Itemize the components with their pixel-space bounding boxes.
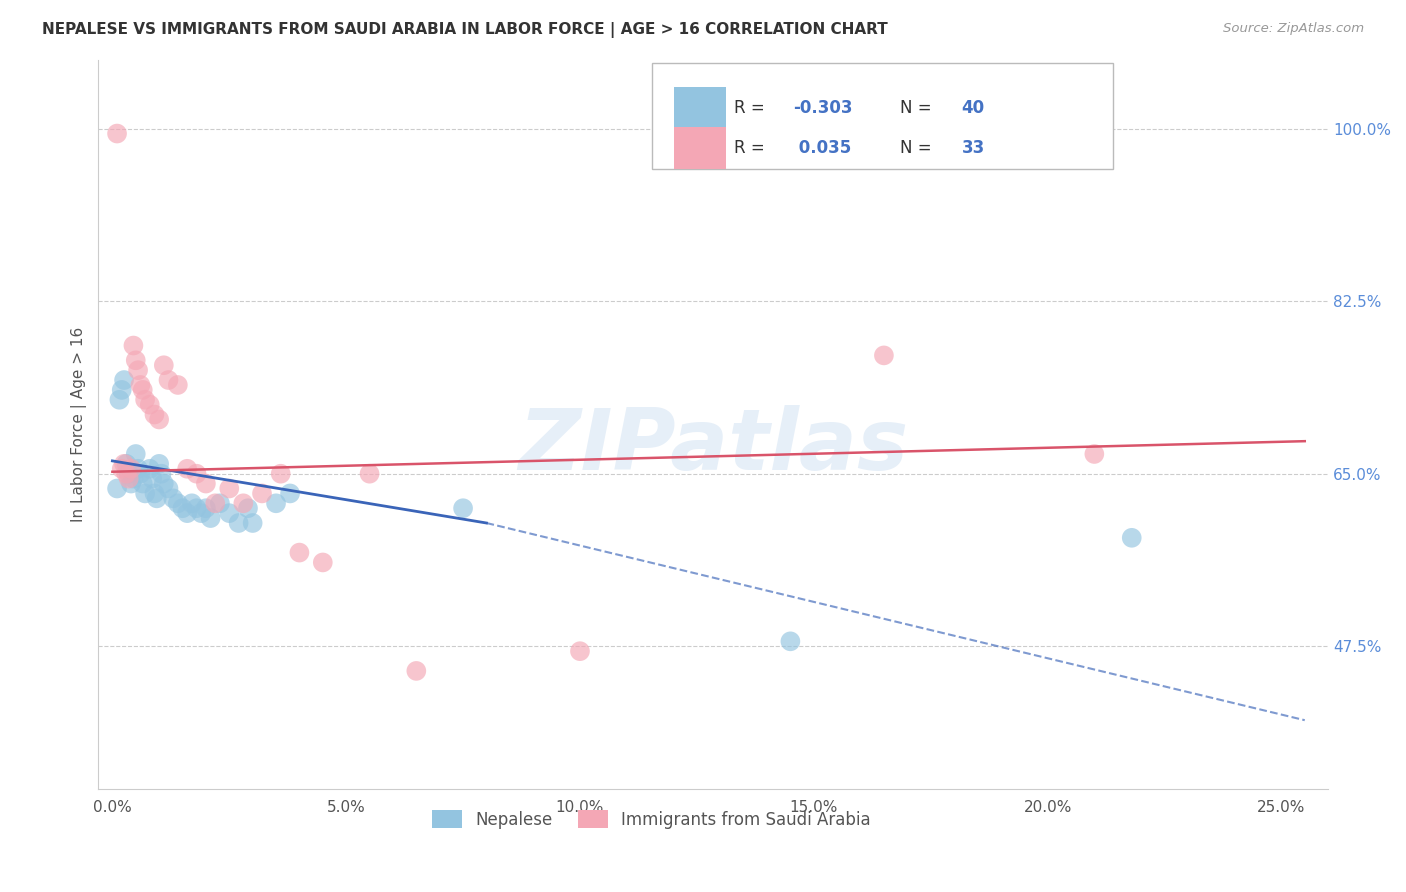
Point <box>359 467 381 481</box>
Point <box>125 447 148 461</box>
Point <box>190 506 212 520</box>
Point <box>194 501 217 516</box>
Point <box>148 457 170 471</box>
Point <box>129 467 152 481</box>
Point <box>111 383 134 397</box>
Point <box>132 476 155 491</box>
Point <box>120 462 142 476</box>
Point <box>111 462 134 476</box>
Point <box>200 511 222 525</box>
Point <box>172 501 194 516</box>
Point <box>250 486 273 500</box>
Text: R =: R = <box>734 99 770 117</box>
Text: Source: ZipAtlas.com: Source: ZipAtlas.com <box>1223 22 1364 36</box>
Legend: Nepalese, Immigrants from Saudi Arabia: Nepalese, Immigrants from Saudi Arabia <box>426 804 877 836</box>
Point <box>1083 447 1105 461</box>
Text: N =: N = <box>900 99 936 117</box>
Point <box>112 373 135 387</box>
Point <box>218 506 240 520</box>
Point <box>105 127 128 141</box>
Point <box>112 457 135 471</box>
Point <box>115 457 138 471</box>
Point <box>157 482 180 496</box>
Point <box>194 476 217 491</box>
Point <box>153 358 176 372</box>
Point <box>127 363 149 377</box>
FancyBboxPatch shape <box>673 127 725 169</box>
Text: 33: 33 <box>962 138 986 157</box>
Point <box>105 482 128 496</box>
Point <box>153 476 176 491</box>
Point <box>120 476 142 491</box>
Point <box>451 501 474 516</box>
Point <box>143 408 166 422</box>
Point <box>166 496 188 510</box>
Y-axis label: In Labor Force | Age > 16: In Labor Force | Age > 16 <box>72 326 87 522</box>
Text: 40: 40 <box>962 99 984 117</box>
Point <box>264 496 287 510</box>
Point <box>1121 531 1143 545</box>
Point <box>132 383 155 397</box>
Point <box>228 516 250 530</box>
Point <box>108 392 131 407</box>
Point <box>186 467 208 481</box>
Point <box>236 501 259 516</box>
FancyBboxPatch shape <box>673 87 725 129</box>
Point <box>143 486 166 500</box>
Point <box>312 556 335 570</box>
Point <box>139 462 162 476</box>
Point <box>141 472 163 486</box>
Text: 0.035: 0.035 <box>793 138 852 157</box>
Point <box>118 467 141 481</box>
Point <box>157 373 180 387</box>
Text: N =: N = <box>900 138 936 157</box>
Point <box>134 486 156 500</box>
Point <box>148 412 170 426</box>
Point <box>232 496 254 510</box>
Point <box>873 348 896 362</box>
Point <box>180 496 202 510</box>
Point <box>186 501 208 516</box>
Point <box>127 462 149 476</box>
Point <box>569 644 592 658</box>
Point <box>134 392 156 407</box>
Text: R =: R = <box>734 138 775 157</box>
Point <box>176 462 198 476</box>
Point <box>118 472 141 486</box>
Point <box>125 353 148 368</box>
Point <box>146 491 169 506</box>
Point <box>270 467 292 481</box>
Text: NEPALESE VS IMMIGRANTS FROM SAUDI ARABIA IN LABOR FORCE | AGE > 16 CORRELATION C: NEPALESE VS IMMIGRANTS FROM SAUDI ARABIA… <box>42 22 889 38</box>
Point <box>176 506 198 520</box>
Point <box>218 482 240 496</box>
Point <box>129 378 152 392</box>
Point <box>166 378 188 392</box>
Point <box>115 467 138 481</box>
Point <box>122 472 145 486</box>
Point <box>288 545 311 559</box>
Point <box>208 496 231 510</box>
Point <box>204 496 226 510</box>
Point <box>278 486 301 500</box>
Point <box>122 338 145 352</box>
FancyBboxPatch shape <box>652 63 1114 169</box>
Point <box>139 398 162 412</box>
Point <box>150 467 173 481</box>
Text: -0.303: -0.303 <box>793 99 852 117</box>
Point <box>162 491 184 506</box>
Point <box>242 516 264 530</box>
Point <box>405 664 427 678</box>
Point <box>779 634 801 648</box>
Text: ZIPatlas: ZIPatlas <box>519 405 908 488</box>
